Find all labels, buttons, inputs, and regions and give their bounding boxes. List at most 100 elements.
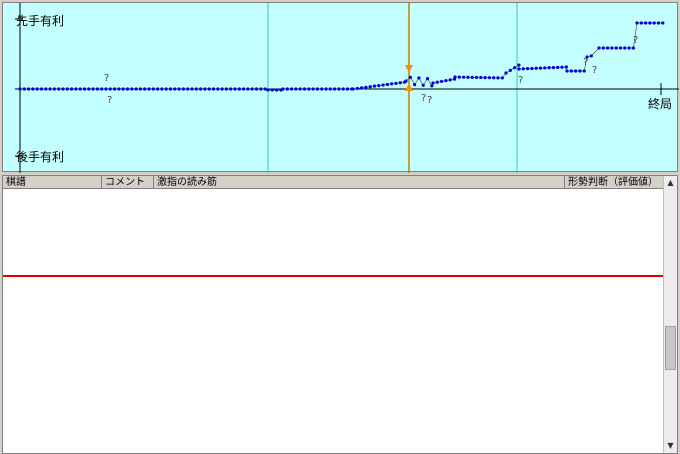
eval-point — [211, 87, 216, 91]
eval-point — [574, 69, 578, 73]
eval-point — [635, 21, 639, 25]
eval-point — [156, 87, 160, 91]
eval-point — [290, 87, 294, 91]
table-row[interactable]: 93: ▲６六角▲７七角△７六飛▲６四香△８八歩成▲同玉△８六歩▲７八銀△６四歩… — [3, 428, 665, 439]
eval-point — [601, 46, 605, 50]
eval-point — [229, 87, 233, 91]
table-row[interactable]: 88: △７二飛△８三飛▲８四歩△７三飛▲６五桂△７五飛▲同歩△６五銀▲５五角△… — [3, 374, 665, 385]
eval-point — [585, 55, 589, 59]
eval-point — [372, 84, 377, 88]
eval-point — [421, 83, 425, 87]
eval-point — [398, 81, 402, 85]
questionable-move-mark: ? — [421, 93, 426, 104]
table-row[interactable]: 83: ▲同 歩疑問手?▲８四香△７五銀▲８二香成△７六銀▲５五角△８七歩成▲同… — [3, 320, 665, 331]
eval-point — [35, 87, 39, 91]
eval-point — [281, 87, 285, 91]
eval-point — [560, 65, 564, 69]
eval-point — [307, 87, 311, 91]
table-row[interactable]: 86: △７八桂成△同飛▲８四歩△７八桂成▲同玉△７三飛▲６四金△同角▲５三銀△… — [3, 352, 665, 363]
eval-point — [263, 87, 267, 91]
eval-point — [435, 80, 439, 84]
header-kifu[interactable]: 棋譜 — [3, 176, 102, 189]
eval-point — [556, 65, 560, 69]
eval-point — [108, 87, 112, 91]
eval-point — [513, 66, 517, 70]
eval-point — [631, 46, 636, 50]
eval-point — [44, 87, 48, 91]
eval-point — [618, 46, 623, 50]
header-reading-line[interactable]: 激指の読み筋 — [154, 176, 565, 189]
scrollbar-thumb[interactable] — [665, 326, 676, 370]
eval-point — [82, 87, 87, 91]
eval-point — [186, 87, 190, 91]
eval-point — [70, 87, 74, 91]
header-comment[interactable]: コメント — [102, 176, 154, 189]
table-row[interactable]: 76: △４二角△１九香成▲３三桂成△２九成香▲４三成桂△４七歩成▲同金△８六歩… — [3, 244, 665, 255]
eval-point — [104, 87, 108, 91]
eval-point — [125, 87, 130, 91]
eval-point — [151, 87, 155, 91]
table-row[interactable]: 94: △７六飛△７六飛▲７七銀先手優勢( 906) — [3, 438, 665, 449]
table-row[interactable]: 73: ▲４三歩成▲４三歩成△１九香成▲同飛△４三銀▲１三飛成△２三歩▲４五桂先… — [3, 212, 665, 223]
header-judgement[interactable]: 形勢判断（評価値） — [565, 176, 665, 189]
scroll-down-button[interactable]: ▼ — [667, 441, 674, 450]
table-row[interactable]: 75: ▲４五桂▲４五桂△１九香成先手有利( 454) — [3, 233, 665, 244]
table-row[interactable]: 89: ▲６四金▲６四金△同角▲６六香△７六飛▲７七銀△８七歩▲７六銀△８八歩成… — [3, 384, 665, 395]
table-row[interactable]: 74: △同 銀△１九香成▲同飛△４三銀▲１三飛成△２三歩▲４五桂先手有利( 4… — [3, 222, 665, 233]
evaluation-graph[interactable]: ???????? 先手有利 後手有利 終局 — [2, 2, 679, 173]
table-row[interactable]: 85: ▲８三歩▲８三歩△７八桂成▲同玉△８三飛先手有利( 552) — [3, 341, 665, 352]
table-row[interactable]: 72: △同 金△１九香成▲同飛△６六桂▲同角△２四金▲４三歩成△同銀▲４五桂△… — [3, 201, 665, 212]
table-row[interactable]: 87: ▲同 玉▲同玉△８三飛先手有利( 755) — [3, 363, 665, 374]
table-row[interactable]: 81: ▲７五金疑問手?▲５五金△８六歩▲６四金△８七歩成▲８三歩△７八と▲同玉… — [3, 298, 665, 309]
eval-point — [95, 87, 99, 91]
table-row[interactable]: 91: ▲６五香▲６五香△８七歩▲７七角△７六飛▲６四香△８八歩成▲同玉△８六歩… — [3, 406, 665, 417]
questionable-move-mark: ? — [107, 95, 112, 106]
eval-point — [91, 87, 95, 91]
eval-point — [479, 75, 483, 80]
gote-advantage-label: 後手有利 — [16, 150, 65, 164]
eval-point — [266, 88, 270, 92]
table-row[interactable]: 84: △同 桂△７五銀▲同歩△８六桂▲５五角△７八桂成▲同玉△７七歩▲同玉△６… — [3, 330, 665, 341]
eval-point — [311, 87, 315, 91]
eval-point — [143, 87, 147, 91]
eval-point — [364, 85, 368, 89]
table-row[interactable]: 92: △８七歩△８七歩▲７七角△７六飛▲６四香△８八歩成▲同玉△８六歩▲７八銀… — [3, 417, 665, 428]
eval-point — [237, 87, 241, 91]
eval-point — [181, 87, 185, 91]
eval-point — [160, 87, 164, 91]
table-row[interactable]: 82: △８六歩疑問手?△同銀▲同歩△５四金▲７四歩△４五金▲６九玉△８六歩▲同… — [3, 309, 665, 320]
eval-point — [246, 87, 250, 91]
eval-point — [259, 87, 263, 91]
table-row[interactable]: 79: ▲１九飛▲５五金△８六歩▲６四金△８七歩成▲８三歩△７八と▲同玉△８七銀… — [3, 276, 665, 287]
eval-point — [250, 87, 254, 91]
eval-point — [22, 87, 26, 91]
eval-point — [190, 87, 194, 91]
eval-point — [390, 82, 394, 86]
table-row[interactable]: 71: ▲２四歩▲２四歩△１九香成互角( 230) — [3, 190, 665, 201]
eval-point — [589, 54, 593, 58]
eval-point — [31, 87, 35, 91]
eval-point — [470, 75, 474, 79]
eval-point — [78, 87, 82, 91]
scroll-up-button[interactable]: ▲ — [667, 178, 674, 187]
eval-point — [623, 46, 627, 50]
eval-point — [351, 87, 355, 91]
eval-point — [508, 68, 512, 72]
eval-point — [453, 75, 457, 79]
eval-point — [113, 87, 117, 91]
table-row[interactable]: 80: △１五歩疑問手?△８六歩▲同歩△１六歩▲５五金△８六桂▲８三歩△７八桂成… — [3, 287, 665, 298]
eval-point — [100, 87, 104, 91]
eval-point — [417, 76, 421, 80]
eval-point — [530, 66, 534, 71]
table-row[interactable]: 90: △同 角△同角▲６五香△４七歩成▲同銀△８七歩▲７七角△３一角▲７五桂△… — [3, 395, 665, 406]
questionable-move-mark: ? — [104, 73, 109, 84]
eval-point — [203, 87, 207, 91]
eval-point — [18, 87, 22, 91]
eval-point — [440, 79, 444, 84]
eval-point — [377, 83, 381, 88]
eval-point — [517, 67, 521, 71]
table-row[interactable]: 77: ▲１一香成▲５五金△８六歩▲６四金△８七歩成▲１一角成△６四角▲３三馬△… — [3, 255, 665, 266]
cursor-marker-icon — [405, 65, 413, 73]
eval-point — [275, 88, 279, 92]
vertical-scrollbar[interactable]: ▲ ▼ — [663, 176, 677, 453]
